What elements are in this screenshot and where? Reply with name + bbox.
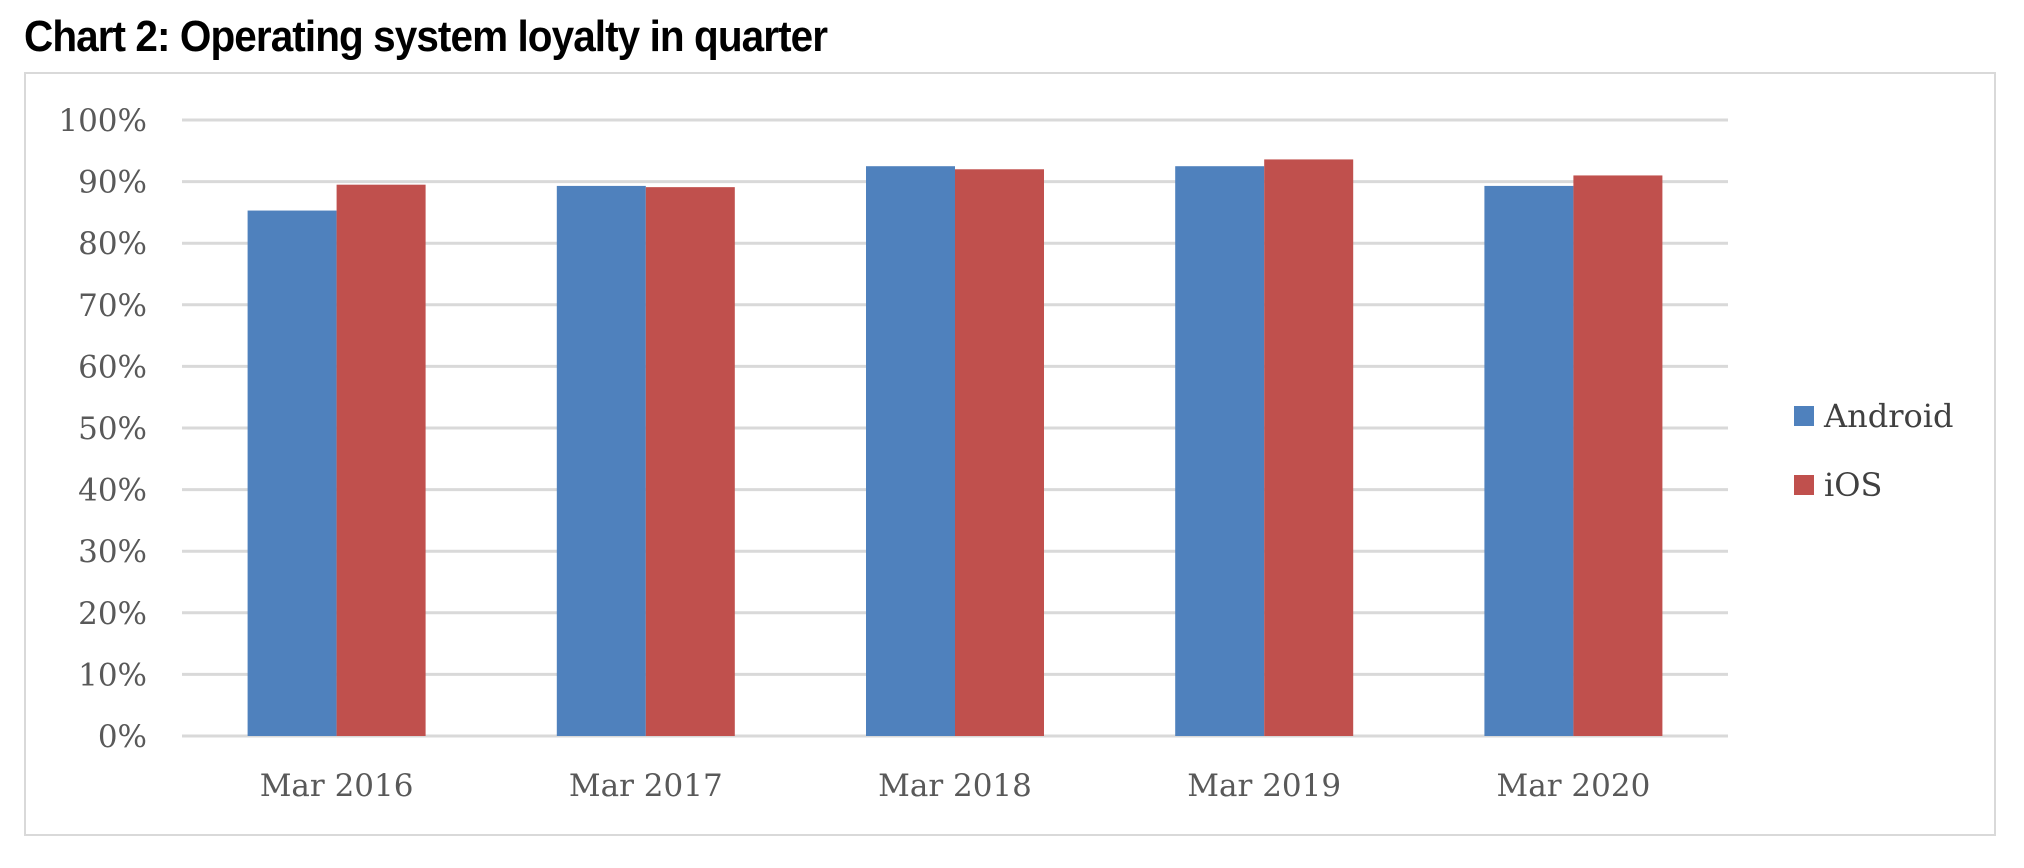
bar-ios-mar-2020 — [1573, 175, 1663, 736]
legend-swatch-ios — [1794, 475, 1814, 495]
y-tick-label: 100% — [58, 103, 147, 139]
y-tick-label: 10% — [78, 657, 147, 693]
x-tick-label: Mar 2017 — [569, 768, 723, 804]
legend-label-android: Android — [1824, 397, 1954, 435]
y-tick-label: 40% — [78, 473, 147, 509]
x-tick-label: Mar 2016 — [260, 768, 414, 804]
chart-title: Chart 2: Operating system loyalty in qua… — [24, 12, 828, 61]
legend-label-ios: iOS — [1824, 466, 1883, 504]
x-tick-label: Mar 2018 — [878, 768, 1032, 804]
bar-ios-mar-2019 — [1264, 159, 1354, 736]
bar-android-mar-2019 — [1175, 166, 1265, 736]
legend-item-android: Android — [1794, 397, 1954, 435]
x-tick-label: Mar 2020 — [1497, 768, 1651, 804]
bar-android-mar-2016 — [247, 210, 337, 736]
bar-ios-mar-2017 — [645, 187, 735, 737]
y-tick-label: 60% — [78, 349, 147, 385]
y-tick-label: 70% — [78, 288, 147, 324]
legend-swatch-android — [1794, 406, 1814, 426]
y-tick-label: 80% — [78, 226, 147, 262]
bar-ios-mar-2018 — [955, 169, 1044, 736]
y-tick-label: 0% — [98, 719, 147, 755]
legend-item-ios: iOS — [1794, 466, 1953, 504]
bar-android-mar-2018 — [866, 166, 955, 736]
bars — [247, 159, 1663, 737]
y-tick-label: 50% — [78, 411, 147, 447]
bar-android-mar-2017 — [556, 185, 646, 737]
y-axis-tick-labels: 0% 10% 20% 30% 40% 50% 60% 70% 80% 90% 100% — [58, 103, 147, 755]
bar-android-mar-2020 — [1484, 185, 1574, 737]
y-tick-label: 20% — [78, 596, 147, 632]
y-tick-label: 90% — [78, 165, 147, 201]
legend: Android iOS — [1794, 397, 1954, 536]
x-tick-label: Mar 2019 — [1187, 768, 1341, 804]
y-tick-label: 30% — [78, 534, 147, 570]
bar-ios-mar-2016 — [336, 184, 426, 736]
x-axis-tick-labels: Mar 2016 Mar 2017 Mar 2018 Mar 2019 Mar 2020 — [260, 768, 1651, 804]
